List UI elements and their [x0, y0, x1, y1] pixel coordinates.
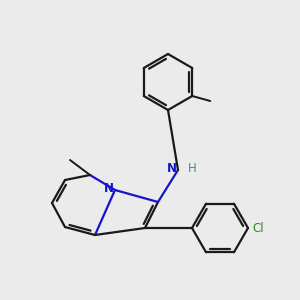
Text: N: N: [167, 163, 177, 176]
Text: N: N: [104, 182, 114, 194]
Text: H: H: [188, 163, 197, 176]
Text: Cl: Cl: [252, 221, 264, 235]
